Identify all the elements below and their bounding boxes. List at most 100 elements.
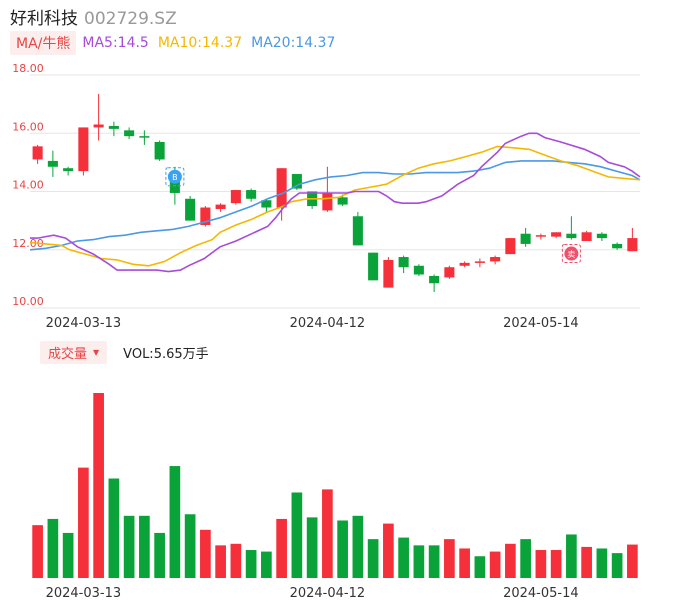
volume-bar: [32, 525, 43, 578]
volume-bar: [367, 539, 379, 578]
candle-body: [352, 216, 363, 246]
volume-bar: [383, 523, 394, 578]
volume-bar: [154, 532, 165, 578]
ma10-line: [29, 145, 641, 267]
candle-body: [215, 204, 226, 209]
candle-body: [47, 160, 58, 167]
candle-body: [322, 192, 333, 211]
candle-body: [337, 197, 348, 205]
volume-bar: [261, 551, 272, 578]
y-tick-label: 14.00: [12, 179, 44, 192]
ma-selector-button[interactable]: MA/牛熊: [10, 31, 77, 55]
volume-x-tick-label: 2024-05-14: [503, 586, 579, 601]
stock-title: 好利科技 002729.SZ: [10, 4, 177, 29]
ma20-label: MA20:14.37: [251, 35, 336, 51]
volume-bar: [611, 553, 623, 578]
candle-body: [63, 168, 74, 172]
volume-bar: [352, 515, 364, 578]
x-tick-label: 2024-03-13: [46, 316, 122, 331]
volume-bar: [398, 537, 409, 578]
volume-bar: [215, 545, 226, 578]
candle-body: [520, 233, 531, 244]
volume-bar: [627, 544, 638, 578]
y-tick-label: 18.00: [12, 62, 44, 75]
volume-bar: [413, 545, 425, 578]
candle-body: [169, 176, 180, 193]
volume-bar: [169, 466, 181, 578]
volume-bar: [200, 529, 211, 578]
candle-body: [596, 233, 607, 239]
volume-bar: [306, 517, 318, 578]
candle-body: [535, 235, 546, 237]
volume-bar: [184, 514, 196, 578]
volume-bar: [62, 532, 74, 578]
candle-body: [474, 261, 485, 263]
y-tick-label: 16.00: [12, 120, 44, 133]
volume-bar: [444, 539, 455, 578]
volume-bar: [108, 478, 120, 578]
volume-bar: [337, 520, 348, 578]
volume-bar: [520, 539, 531, 578]
candle-body: [368, 252, 379, 281]
volume-bar: [47, 518, 59, 578]
volume-bar: [78, 467, 89, 578]
volume-bar: [550, 550, 562, 578]
candle-body: [505, 238, 516, 255]
volume-bar: [428, 545, 440, 578]
volume-bar: [230, 543, 242, 578]
volume-bar: [474, 556, 486, 578]
volume-selector-button[interactable]: 成交量 ▼: [40, 340, 108, 364]
candle-body: [139, 136, 150, 138]
volume-bar: [505, 543, 516, 578]
candle-body: [551, 232, 562, 237]
volume-bar: [123, 515, 135, 578]
candle-body: [154, 141, 165, 160]
marker-dot: [564, 246, 579, 261]
candle-body: [230, 190, 241, 204]
candle-body: [32, 146, 43, 160]
candle-body: [261, 200, 272, 208]
candle-body: [200, 207, 211, 225]
candle-body: [124, 130, 135, 137]
candle-body: [444, 267, 455, 278]
candle-body: [566, 233, 577, 239]
volume-legend: 成交量 ▼ VOL:5.65万手: [40, 340, 209, 364]
ma5-line: [30, 132, 641, 273]
y-tick-label: 10.00: [12, 295, 44, 308]
candle-body: [93, 124, 104, 128]
stock-code: 002729.SZ: [84, 9, 177, 29]
candle-body: [581, 232, 592, 242]
volume-bar: [489, 551, 501, 578]
candle-body: [78, 127, 89, 172]
marker-dot: [167, 169, 182, 184]
volume-bar: [276, 518, 287, 578]
candle-body: [383, 259, 394, 288]
candle-body: [398, 257, 409, 268]
ma20-line: [29, 160, 641, 251]
marker-glyph: 卖: [567, 250, 575, 259]
candle-body: [185, 198, 196, 221]
volume-value: VOL:5.65万手: [123, 346, 209, 362]
candle-body: [276, 168, 287, 208]
volume-bar: [291, 492, 303, 578]
candle-body: [108, 125, 119, 129]
volume-bar: [581, 546, 592, 578]
caret-down-icon: ▼: [93, 347, 100, 357]
x-tick-label: 2024-04-12: [290, 316, 366, 331]
candle-body: [413, 265, 424, 275]
stock-name: 好利科技: [10, 9, 78, 29]
ma10-label: MA10:14.37: [157, 35, 243, 51]
volume-bar: [566, 534, 577, 578]
volume-bar: [93, 393, 104, 578]
candle-body: [627, 238, 638, 252]
volume-bar: [322, 489, 333, 578]
volume-x-tick-label: 2024-04-12: [290, 586, 366, 601]
marker-frame: [165, 167, 185, 187]
marker-frame: [561, 244, 581, 264]
volume-bar: [596, 548, 608, 578]
buy-marker-icon: B: [165, 167, 185, 187]
volume-bar: [139, 515, 150, 578]
candle-body: [490, 257, 501, 262]
ma5-label: MA5:14.5: [82, 35, 149, 51]
